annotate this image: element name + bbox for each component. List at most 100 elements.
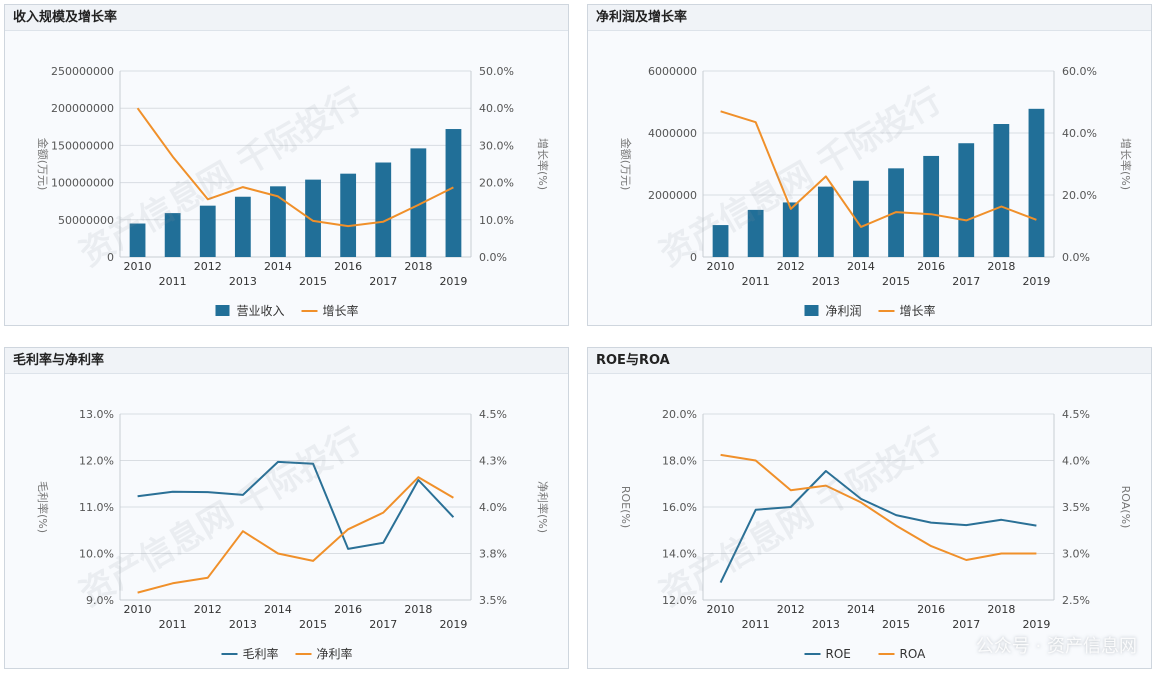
series-line <box>720 110 1037 228</box>
y-right-tick-label: 20.0% <box>479 177 514 190</box>
series-line <box>720 453 1037 561</box>
series-line <box>136 107 454 228</box>
y-left-tick-label: 12.0% <box>662 594 697 607</box>
x-tick-label: 2019 <box>1022 275 1050 288</box>
bar <box>445 129 462 257</box>
margin-panel: 毛利率与净利率 9.0% 10.0% 11.0% 12.0% 13.0% 3.5% 3.8%… <box>4 347 569 669</box>
bar <box>958 143 975 257</box>
y-left-axis-title: ROE(%) <box>619 486 632 528</box>
y-left-tick-label: 2000000 <box>648 189 697 202</box>
x-tick-label: 2015 <box>882 618 910 631</box>
y-right-axis-title: ROA(%) <box>1119 486 1132 529</box>
bar <box>199 205 216 257</box>
y-right-tick-label: 3.8% <box>479 548 507 561</box>
series-line <box>137 460 455 550</box>
x-tick-label: 2019 <box>1022 618 1050 631</box>
bar <box>853 180 869 257</box>
panel-title: 净利润及增长率 <box>588 5 1151 31</box>
x-tick-label: 2013 <box>229 275 257 288</box>
legend-swatch <box>215 305 230 316</box>
x-tick-label: 2012 <box>777 260 805 273</box>
y-right-tick-label: 3.5% <box>479 594 507 607</box>
y-left-tick-label: 14.0% <box>662 548 697 561</box>
y-left-tick-label: 200000000 <box>51 102 114 115</box>
x-tick-label: 2015 <box>299 275 327 288</box>
x-tick-label: 2013 <box>812 618 840 631</box>
bar <box>270 186 286 257</box>
y-left-tick-label: 11.0% <box>79 501 114 514</box>
y-left-tick-label: 13.0% <box>79 408 114 421</box>
x-tick-label: 2017 <box>952 275 980 288</box>
y-right-tick-label: 40.0% <box>1062 127 1097 140</box>
y-right-tick-label: 30.0% <box>479 139 514 152</box>
y-right-tick-label: 60.0% <box>1062 65 1097 78</box>
x-tick-label: 2014 <box>264 603 292 616</box>
y-left-tick-label: 10.0% <box>79 548 114 561</box>
revenue-panel: 收入规模及增长率 0 50000000 100000000 150000000 2000… <box>4 4 569 326</box>
y-left-tick-label: 20.0% <box>662 408 697 421</box>
y-right-tick-label: 4.3% <box>479 455 507 468</box>
x-tick-label: 2011 <box>742 275 770 288</box>
bar <box>993 124 1010 257</box>
y-right-axis-title: 净利率(%) <box>536 481 550 533</box>
x-tick-label: 2012 <box>194 603 222 616</box>
y-left-tick-label: 150000000 <box>51 139 114 152</box>
x-tick-label: 2012 <box>777 603 805 616</box>
y-right-tick-label: 4.5% <box>1062 408 1090 421</box>
x-tick-label: 2018 <box>404 603 432 616</box>
x-tick-label: 2016 <box>917 603 945 616</box>
y-right-tick-label: 0.0% <box>1062 251 1090 264</box>
legend-label: ROA <box>900 647 927 661</box>
y-right-tick-label: 4.0% <box>1062 455 1090 468</box>
y-left-tick-label: 12.0% <box>79 455 114 468</box>
y-left-tick-label: 9.0% <box>86 594 114 607</box>
x-tick-label: 2018 <box>987 260 1015 273</box>
y-right-tick-label: 40.0% <box>479 102 514 115</box>
x-tick-label: 2011 <box>159 618 187 631</box>
y-left-axis-title: 金额(万元) <box>619 138 633 191</box>
x-tick-label: 2013 <box>229 618 257 631</box>
bar <box>712 225 729 257</box>
bar <box>410 148 427 257</box>
y-right-tick-label: 3.5% <box>1062 501 1090 514</box>
bar <box>129 223 146 257</box>
x-tick-label: 2016 <box>334 603 362 616</box>
bar <box>305 179 321 257</box>
y-left-tick-label: 4000000 <box>648 127 697 140</box>
x-tick-label: 2018 <box>987 603 1015 616</box>
legend-label: 毛利率 <box>243 646 279 661</box>
y-right-tick-label: 50.0% <box>479 65 514 78</box>
bar <box>923 155 940 257</box>
x-tick-label: 2016 <box>917 260 945 273</box>
x-tick-label: 2011 <box>159 275 187 288</box>
margin-chart: 9.0% 10.0% 11.0% 12.0% 13.0% 3.5% 3.8% 4.0% 4.3%… <box>36 408 550 661</box>
y-left-axis-title: 毛利率(%) <box>36 481 50 533</box>
y-right-tick-label: 3.0% <box>1062 548 1090 561</box>
y-left-axis-title: 金额(万元) <box>36 138 50 191</box>
y-right-tick-label: 0.0% <box>479 251 507 264</box>
roe-roa-chart: 12.0% 14.0% 16.0% 18.0% 20.0% 2.5% 3.0% 3.5% 4.0… <box>619 408 1132 661</box>
legend-label: 增长率 <box>900 303 936 318</box>
legend-label: 营业收入 <box>237 304 285 318</box>
net-profit-chart: 0 2000000 4000000 6000000 0.0% 20.0% 40.0% 60.0… <box>619 65 1133 318</box>
panel-title: 毛利率与净利率 <box>5 348 568 374</box>
series-line <box>137 476 454 594</box>
x-tick-label: 2012 <box>194 260 222 273</box>
x-tick-label: 2017 <box>369 618 397 631</box>
bar <box>782 202 799 257</box>
legend-swatch <box>804 305 819 316</box>
y-left-tick-label: 6000000 <box>648 65 697 78</box>
bar <box>164 213 181 257</box>
x-tick-label: 2010 <box>707 260 735 273</box>
y-right-axis-title: 增长率(%) <box>1119 138 1133 190</box>
panel-title: 收入规模及增长率 <box>5 5 568 31</box>
x-tick-label: 2017 <box>369 275 397 288</box>
x-tick-label: 2011 <box>742 618 770 631</box>
x-tick-label: 2014 <box>847 603 875 616</box>
y-right-tick-label: 4.0% <box>479 501 507 514</box>
bar <box>340 173 357 257</box>
x-tick-label: 2015 <box>299 618 327 631</box>
y-right-axis-title: 增长率(%) <box>536 138 550 190</box>
x-tick-label: 2016 <box>334 260 362 273</box>
panel-title: ROE与ROA <box>588 348 1151 374</box>
